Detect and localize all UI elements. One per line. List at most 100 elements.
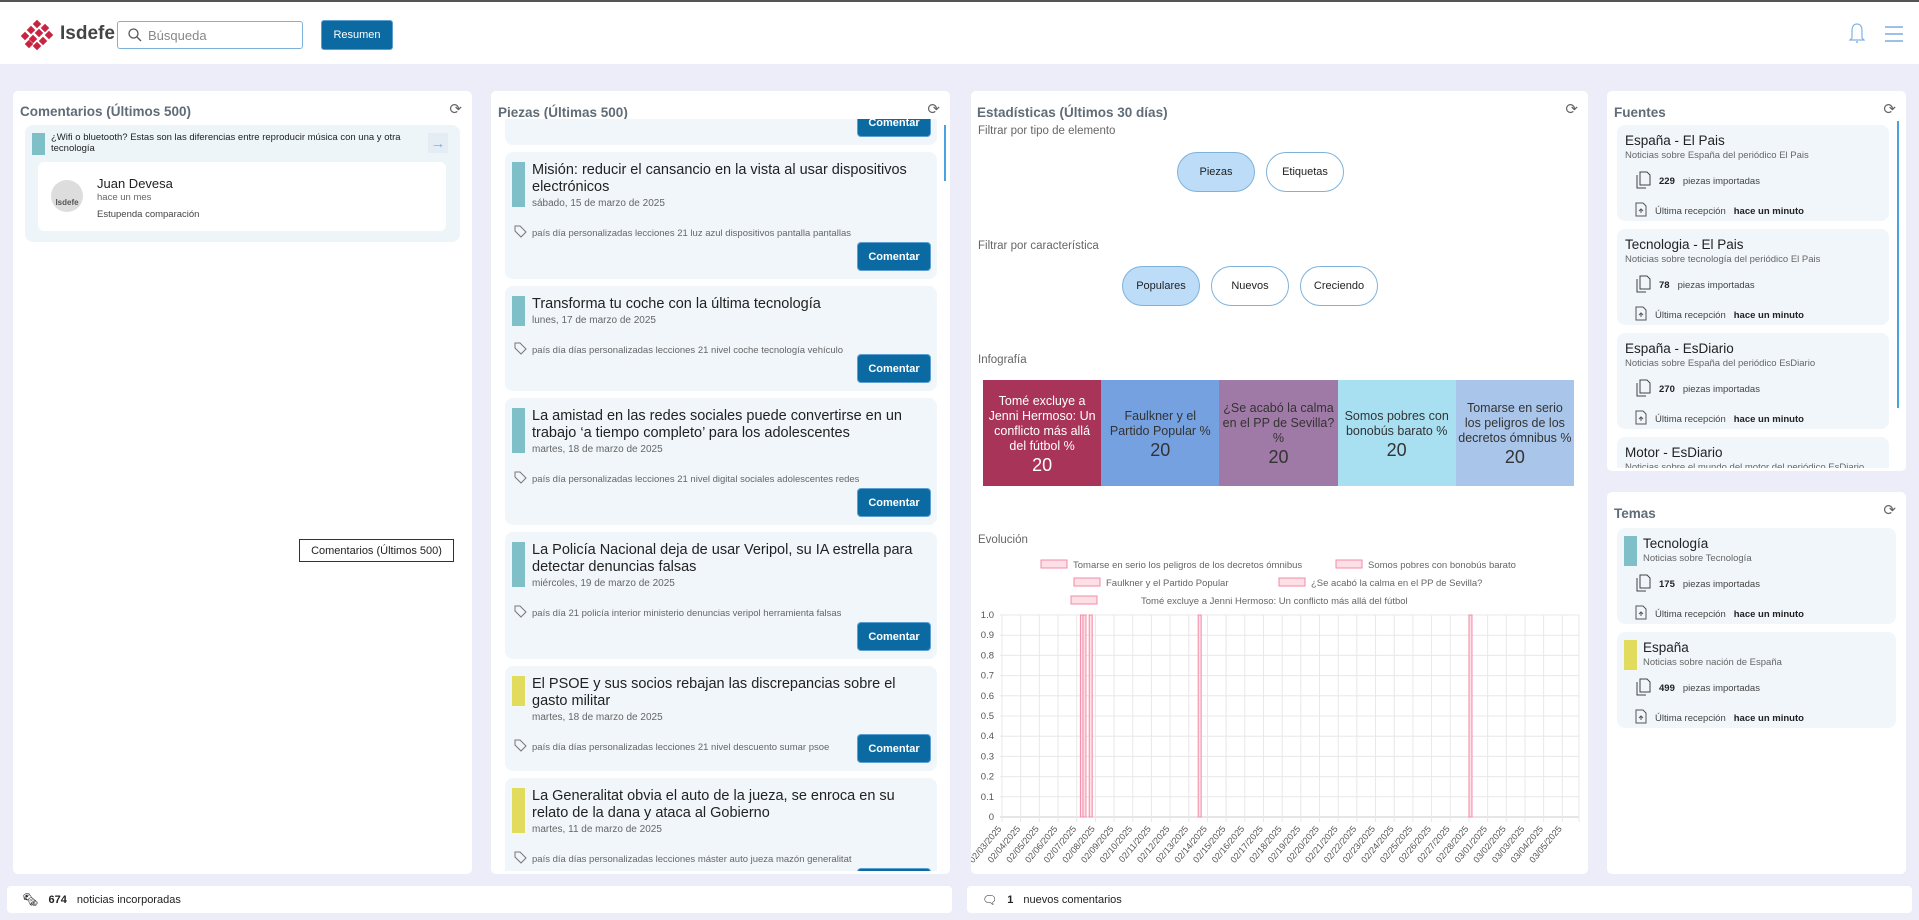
file-upload-icon xyxy=(1635,709,1647,727)
chart-bar[interactable] xyxy=(1468,614,1473,818)
source-name: Tecnologia - El Pais xyxy=(1625,237,1744,252)
filter-creciendo-button[interactable]: Creciendo xyxy=(1300,266,1378,306)
last-reception-row: Última recepción hace un minuto xyxy=(1635,410,1881,428)
legend-label[interactable]: Tomarse en serio los peligros de los dec… xyxy=(1073,560,1302,571)
menu-icon[interactable] xyxy=(1885,26,1903,47)
last-reception-row: Última recepción hace un minuto xyxy=(1635,709,1888,727)
legend-label[interactable]: Faulkner y el Partido Popular xyxy=(1106,578,1229,589)
source-card[interactable]: España - El Pais Noticias sobre España de… xyxy=(1617,125,1889,221)
comment-button[interactable]: Comentar xyxy=(857,734,931,763)
scrollbar[interactable] xyxy=(944,125,946,181)
comment-button[interactable]: Comentar xyxy=(857,354,931,383)
piece-title[interactable]: El PSOE y sus socios rebajan las discrep… xyxy=(532,676,896,709)
treemap-value: 20 xyxy=(1504,447,1525,467)
documents-icon xyxy=(1635,379,1651,400)
comment-text: Estupenda comparación xyxy=(97,209,200,220)
chart-bar[interactable] xyxy=(1088,614,1093,818)
piece-title[interactable]: La Generalitat obvia el auto de la jueza… xyxy=(532,788,895,821)
comment-article-title[interactable]: ¿Wifi o bluetooth? Estas son las diferen… xyxy=(51,132,401,154)
y-tick-label: 0.7 xyxy=(981,671,994,682)
fuentes-panel: Fuentes ⟳ España - El Pais Noticias sobre… xyxy=(1607,91,1906,471)
y-tick-label: 0.8 xyxy=(981,650,994,661)
documents-icon xyxy=(1635,574,1651,595)
source-card[interactable]: España Noticias sobre nación de España 499… xyxy=(1617,632,1896,728)
source-name: España - El Pais xyxy=(1625,133,1725,148)
topic-color-bar xyxy=(512,296,525,326)
y-tick-label: 0.2 xyxy=(981,772,994,783)
last-reception-label: Última recepción xyxy=(1655,608,1726,620)
filter-etiquetas-button[interactable]: Etiquetas xyxy=(1266,152,1344,192)
filter-nuevos-button[interactable]: Nuevos xyxy=(1211,266,1289,306)
evolucion-label: Evolución xyxy=(978,534,1028,546)
refresh-icon[interactable]: ⟳ xyxy=(1565,101,1578,118)
comment-button[interactable]: Comentar xyxy=(857,868,931,871)
legend-swatch[interactable] xyxy=(1040,559,1068,569)
topic-color-bar xyxy=(512,542,525,587)
source-card[interactable]: Tecnología Noticias sobre Tecnología 175 pi… xyxy=(1617,528,1896,624)
resumen-button[interactable]: Resumen xyxy=(321,20,393,50)
source-card[interactable]: Tecnologia - El Pais Noticias sobre tecno… xyxy=(1617,229,1889,325)
piece-card: El PSOE y sus socios rebajan las discrep… xyxy=(505,666,937,771)
treemap-cell[interactable]: ¿Se acabó la calma en el PP de Sevilla? … xyxy=(1219,380,1338,486)
legend-swatch[interactable] xyxy=(1073,577,1101,587)
piece-date: martes, 11 de marzo de 2025 xyxy=(532,824,662,835)
piece-title[interactable]: Misión: reducir el cansancio en la vista… xyxy=(532,162,907,195)
imported-label: piezas importadas xyxy=(1677,280,1755,291)
refresh-icon[interactable]: ⟳ xyxy=(1883,101,1896,118)
refresh-icon[interactable]: ⟳ xyxy=(449,101,462,118)
avatar: Isdefe xyxy=(51,180,83,212)
isdefe-logo[interactable]: Isdefe xyxy=(20,19,115,51)
search-input[interactable]: Búsqueda xyxy=(117,21,303,49)
treemap-cell[interactable]: Tomarse en serio los peligros de los dec… xyxy=(1455,380,1574,486)
refresh-icon[interactable]: ⟳ xyxy=(927,101,940,118)
legend-label[interactable]: Tomé excluye a Jenni Hermoso: Un conflic… xyxy=(1141,596,1408,607)
piece-tags: país día días personalizadas lecciones m… xyxy=(514,851,927,867)
chart-bar[interactable] xyxy=(1197,614,1202,818)
source-card[interactable]: Motor - EsDiario Noticias sobre el mundo … xyxy=(1617,437,1889,468)
imported-row: 175 piezas importadas xyxy=(1635,574,1888,595)
imported-label: piezas importadas xyxy=(1682,579,1760,590)
piece-tags: país día días personalizadas lecciones 2… xyxy=(514,342,927,358)
topic-color-bar xyxy=(512,408,525,453)
y-tick-label: 0.3 xyxy=(981,751,994,762)
bell-icon[interactable] xyxy=(1849,22,1865,44)
tags-text: país día personalizadas lecciones 21 niv… xyxy=(532,473,860,485)
piece-title[interactable]: La amistad en las redes sociales puede c… xyxy=(532,408,902,441)
comment-button[interactable]: Comentar xyxy=(857,622,931,651)
last-reception-value: hace un minuto xyxy=(1733,608,1804,620)
source-desc: Noticias sobre España del periódico EsDi… xyxy=(1625,358,1816,369)
piece-tags: país día 21 policía interior ministerio … xyxy=(514,605,927,621)
legend-swatch[interactable] xyxy=(1070,595,1098,605)
comentarios-panel: Comentarios (Últimos 500) ⟳ ¿Wifi o blue… xyxy=(13,91,472,874)
topic-color-bar xyxy=(1624,640,1637,670)
topic-color-bar xyxy=(32,133,45,155)
refresh-icon[interactable]: ⟳ xyxy=(1883,502,1896,519)
temas-list[interactable]: Tecnología Noticias sobre Tecnología 175 pi… xyxy=(1607,528,1906,736)
last-reception-value: hace un minuto xyxy=(1733,309,1804,321)
legend-swatch[interactable] xyxy=(1278,577,1306,587)
treemap-cell[interactable]: Tomé excluye a Jenni Hermoso: Un conflic… xyxy=(983,380,1102,486)
comment-button[interactable]: Comentar xyxy=(857,119,931,137)
piece-title[interactable]: Transforma tu coche con la última tecnol… xyxy=(532,296,821,312)
filter-piezas-button[interactable]: Piezas xyxy=(1177,152,1255,192)
legend-label[interactable]: ¿Se acabó la calma en el PP de Sevilla? xyxy=(1311,578,1482,589)
legend-swatch[interactable] xyxy=(1335,559,1363,569)
comment-button[interactable]: Comentar xyxy=(857,488,931,517)
y-tick-label: 0.9 xyxy=(981,630,994,641)
piece-title[interactable]: La Policía Nacional deja de usar Veripol… xyxy=(532,542,913,575)
last-reception-label: Última recepción xyxy=(1655,309,1726,321)
piezas-list[interactable]: Comentar Misión: reducir el cansancio en… xyxy=(505,119,937,871)
comment-button[interactable]: Comentar xyxy=(857,242,931,271)
scrollbar[interactable] xyxy=(1897,121,1899,408)
legend-label[interactable]: Somos pobres con bonobús barato xyxy=(1368,560,1516,571)
arrow-right-icon[interactable]: → xyxy=(428,133,448,153)
filter-populares-button[interactable]: Populares xyxy=(1122,266,1200,306)
treemap-cell[interactable]: Faulkner y el Partido Popular % 20 xyxy=(1101,380,1220,486)
chart-bar[interactable] xyxy=(1082,614,1087,818)
imported-row: 78 piezas importadas xyxy=(1635,275,1881,296)
tag-icon xyxy=(514,225,527,241)
source-card[interactable]: España - EsDiario Noticias sobre España d… xyxy=(1617,333,1889,429)
fuentes-list[interactable]: España - El Pais Noticias sobre España de… xyxy=(1607,125,1899,468)
panel-title: Temas xyxy=(1614,506,1656,521)
treemap-cell[interactable]: Somos pobres con bonobús barato % 20 xyxy=(1337,380,1456,486)
